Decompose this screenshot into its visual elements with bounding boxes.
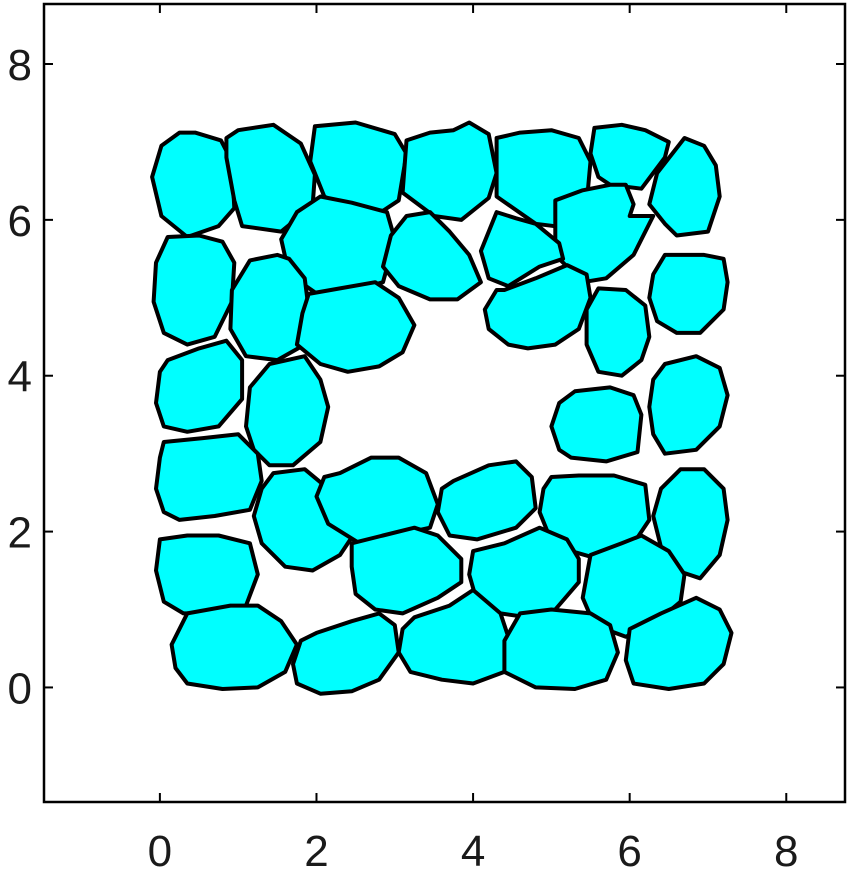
cell-14	[294, 280, 417, 374]
cell-16	[584, 286, 652, 378]
cell-7	[647, 136, 722, 238]
cell-19	[244, 354, 331, 468]
cell-polygons	[150, 120, 734, 696]
cell-33	[291, 611, 401, 696]
cell-4	[400, 120, 499, 222]
cell-27	[651, 467, 730, 581]
cell-1	[150, 130, 237, 239]
cell-11	[478, 210, 566, 289]
cell-12	[151, 233, 237, 347]
cell-21	[647, 354, 730, 456]
cell-6	[588, 122, 671, 191]
y-tick-label: 8	[8, 41, 32, 90]
cell-10	[381, 210, 483, 302]
cell-3	[308, 120, 409, 218]
cell-2	[224, 122, 317, 234]
x-tick-label: 4	[461, 827, 485, 870]
cell-29	[349, 525, 464, 616]
x-tick-label: 8	[774, 827, 798, 870]
cell-17	[647, 252, 730, 335]
y-tick-labels: 0 2 4 6 8	[8, 41, 32, 713]
cell-28	[154, 533, 260, 616]
x-tick-label: 6	[617, 827, 641, 870]
y-tick-label: 4	[8, 353, 32, 402]
axes-frame	[42, 2, 847, 804]
x-tick-label: 2	[304, 827, 328, 870]
y-tick-label: 2	[8, 509, 32, 558]
cell-22	[154, 432, 264, 522]
cell-25	[435, 459, 538, 542]
y-tick-label: 6	[8, 197, 32, 246]
axis-ticks	[44, 4, 845, 802]
cell-32	[169, 603, 299, 691]
x-tick-label: 0	[148, 827, 172, 870]
cell-20	[549, 385, 644, 464]
cell-15	[482, 263, 593, 351]
y-tick-label: 0	[8, 664, 32, 713]
cell-18	[154, 338, 245, 434]
x-tick-labels: 0 2 4 6 8	[148, 827, 799, 870]
cell-34	[396, 588, 515, 686]
cell-35	[502, 607, 620, 691]
cell-36	[623, 595, 734, 691]
